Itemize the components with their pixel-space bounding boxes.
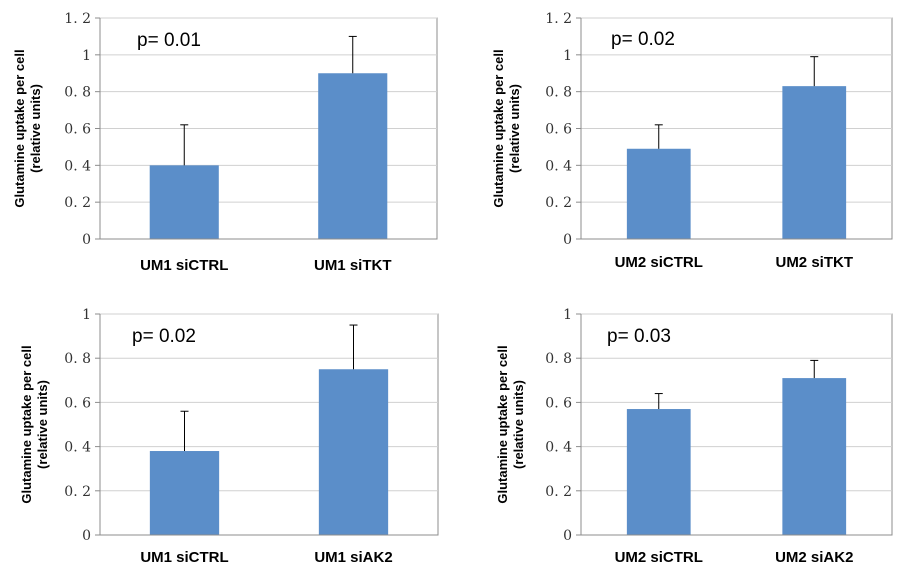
chart-panel-um1-ak2: 0 0. 2 0. 4 0. 6 0. 8 1 UM1 siCTRL UM1 siAK2 Glu… — [19, 307, 439, 566]
y-tick-label: 0. 6 — [64, 395, 91, 411]
y-tick-label: 0. 2 — [64, 484, 91, 500]
y-tick-label: 1 — [563, 307, 572, 323]
y-tick-label: 0. 8 — [545, 351, 572, 367]
y-tick-label: 0 — [563, 528, 572, 544]
y-tick-label: 1 — [82, 48, 91, 64]
y-tick-label: 0 — [82, 528, 91, 544]
category-label: UM2 siCTRL — [615, 549, 703, 566]
p-value-annotation: p= 0.03 — [607, 326, 671, 347]
y-axis-label: Glutamine uptake per cell — [491, 49, 506, 207]
category-label: UM1 siTKT — [314, 257, 392, 274]
category-label: UM1 siCTRL — [140, 549, 228, 566]
chart-panel-um2-ak2: 0 0. 2 0. 4 0. 6 0. 8 1 UM2 siCTRL UM2 siAK2 Glu… — [495, 307, 893, 566]
y-tick-label: 0. 4 — [64, 440, 91, 456]
category-label: UM1 siAK2 — [314, 549, 392, 566]
y-tick-label: 0. 8 — [64, 351, 91, 367]
p-value-annotation: p= 0.01 — [137, 30, 201, 51]
bar — [149, 451, 220, 535]
y-tick-label: 0 — [563, 232, 572, 248]
bar — [318, 73, 388, 239]
y-tick-label: 0. 4 — [64, 158, 91, 174]
y-tick-label: 0. 8 — [545, 85, 572, 101]
y-tick-label: 0. 4 — [545, 158, 572, 174]
y-axis-label-units: (relative units) — [28, 84, 43, 173]
bar — [626, 148, 691, 239]
y-tick-label: 0. 2 — [64, 195, 91, 211]
bar — [149, 165, 219, 239]
category-label: UM2 siAK2 — [775, 549, 853, 566]
y-tick-label: 0. 2 — [545, 484, 572, 500]
y-axis-label: Glutamine uptake per cell — [19, 345, 34, 503]
y-tick-label: 0. 2 — [545, 195, 572, 211]
y-axis-label: Glutamine uptake per cell — [12, 49, 27, 207]
bar — [782, 86, 847, 240]
y-tick-label: 1. 2 — [545, 11, 572, 27]
y-tick-label: 1. 2 — [64, 11, 91, 27]
bar — [626, 409, 691, 535]
y-axis-label: Glutamine uptake per cell — [495, 345, 510, 503]
bar — [318, 369, 389, 535]
y-tick-label: 0. 4 — [545, 440, 572, 456]
chart-panel-um2-tkt: 0 0. 2 0. 4 0. 6 0. 8 1 1. 2 UM2 siCTRL UM2 siTK… — [491, 11, 893, 271]
y-tick-label: 1 — [82, 307, 91, 323]
bar — [782, 378, 847, 535]
y-tick-label: 0. 8 — [64, 85, 91, 101]
y-axis-label-units: (relative units) — [511, 380, 526, 469]
category-label: UM1 siCTRL — [140, 257, 228, 274]
p-value-annotation: p= 0.02 — [611, 29, 675, 50]
y-tick-label: 0. 6 — [545, 395, 572, 411]
category-label: UM2 siTKT — [775, 254, 853, 271]
y-axis-label-units: (relative units) — [507, 84, 522, 173]
chart-panel-um1-tkt: 0 0. 2 0. 4 0. 6 0. 8 1 1. 2 UM1 siCTRL UM1 siTK… — [12, 11, 438, 274]
y-tick-label: 0. 6 — [64, 122, 91, 138]
y-tick-label: 1 — [563, 48, 572, 64]
y-tick-label: 0 — [82, 232, 91, 248]
y-axis-label-units: (relative units) — [35, 380, 50, 469]
y-tick-label: 0. 6 — [545, 122, 572, 138]
category-label: UM2 siCTRL — [615, 254, 703, 271]
p-value-annotation: p= 0.02 — [132, 326, 196, 347]
